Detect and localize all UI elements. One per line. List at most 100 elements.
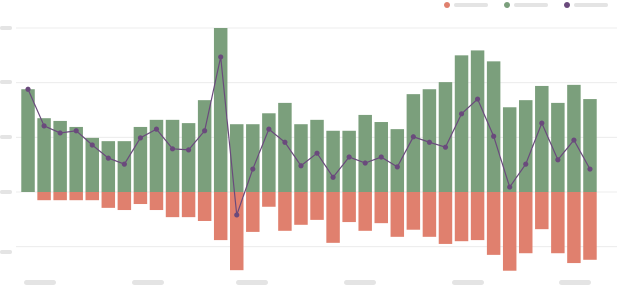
bar — [535, 192, 549, 230]
bar — [454, 192, 469, 242]
axis-placeholders — [0, 26, 591, 285]
bar — [519, 100, 533, 192]
bar — [470, 50, 485, 193]
bar — [69, 126, 83, 192]
line-point — [442, 144, 449, 150]
line-point — [89, 142, 95, 148]
line-point — [218, 54, 224, 60]
bar — [551, 192, 565, 254]
line-point — [121, 161, 127, 167]
bar — [326, 192, 340, 243]
line-point — [474, 96, 481, 102]
bar — [583, 192, 597, 260]
line-point — [394, 164, 400, 170]
line-point — [523, 161, 529, 167]
placeholder — [452, 280, 484, 285]
bar — [294, 124, 308, 192]
bar — [262, 113, 276, 192]
line-point — [539, 120, 545, 126]
legend-placeholder — [454, 3, 488, 7]
line-point — [250, 166, 256, 172]
legend-placeholder — [514, 3, 548, 7]
line-point — [491, 133, 497, 139]
bar — [278, 192, 292, 231]
bar — [567, 192, 581, 264]
bar — [181, 123, 196, 192]
bar — [53, 192, 67, 201]
bar — [230, 192, 244, 271]
line-point — [330, 174, 336, 180]
bar — [262, 192, 276, 207]
bar — [422, 192, 437, 237]
line-point — [410, 134, 416, 140]
bar — [197, 100, 212, 192]
line-point — [426, 139, 433, 145]
bar — [406, 192, 421, 230]
bar — [149, 119, 164, 192]
placeholder — [0, 26, 12, 30]
bar — [486, 192, 501, 255]
line-point — [41, 123, 47, 129]
bar — [342, 130, 356, 192]
bar — [406, 94, 421, 192]
bar — [502, 192, 517, 271]
line-point — [234, 212, 240, 218]
bar — [37, 118, 51, 192]
bar — [133, 192, 148, 205]
bar — [101, 141, 116, 192]
placeholder — [0, 135, 12, 139]
line-point — [507, 184, 513, 190]
line-point — [298, 163, 304, 169]
bar — [37, 192, 51, 201]
line-point — [362, 160, 368, 166]
bar — [165, 192, 180, 218]
line-point — [571, 137, 577, 143]
bar — [390, 129, 405, 192]
bar — [69, 192, 83, 201]
bar — [438, 82, 453, 192]
bar — [278, 102, 292, 192]
line-point — [346, 154, 352, 160]
line-point — [169, 146, 176, 152]
bar — [21, 89, 35, 192]
bar — [438, 192, 453, 244]
legend-placeholder — [574, 3, 608, 7]
line-point — [202, 128, 208, 134]
bar — [294, 192, 308, 225]
bar — [197, 192, 212, 221]
line-point — [314, 150, 320, 156]
line-point — [555, 157, 561, 163]
legend-marker — [444, 2, 450, 8]
bar — [85, 192, 99, 201]
placeholder — [24, 280, 56, 285]
placeholder — [344, 280, 376, 285]
line-point — [153, 126, 160, 132]
bar — [246, 192, 260, 232]
bar — [310, 192, 324, 220]
bar — [551, 102, 565, 192]
line-point — [137, 135, 144, 141]
bar — [213, 192, 228, 241]
line-point — [378, 154, 384, 160]
line-point — [185, 147, 192, 153]
bar — [390, 192, 405, 237]
bar — [486, 61, 501, 193]
legend-marker — [564, 2, 570, 8]
placeholder — [132, 280, 164, 285]
bar — [181, 192, 196, 218]
bar — [310, 119, 324, 192]
bar — [117, 192, 132, 211]
line-point — [266, 126, 272, 132]
bar — [374, 192, 388, 224]
bar — [502, 107, 517, 192]
line-point — [587, 166, 593, 172]
line-point — [25, 86, 31, 92]
line-point — [73, 128, 79, 134]
bar — [535, 85, 549, 192]
placeholder — [0, 250, 12, 254]
bar — [583, 99, 597, 192]
bar — [165, 119, 180, 192]
bar — [358, 114, 372, 192]
